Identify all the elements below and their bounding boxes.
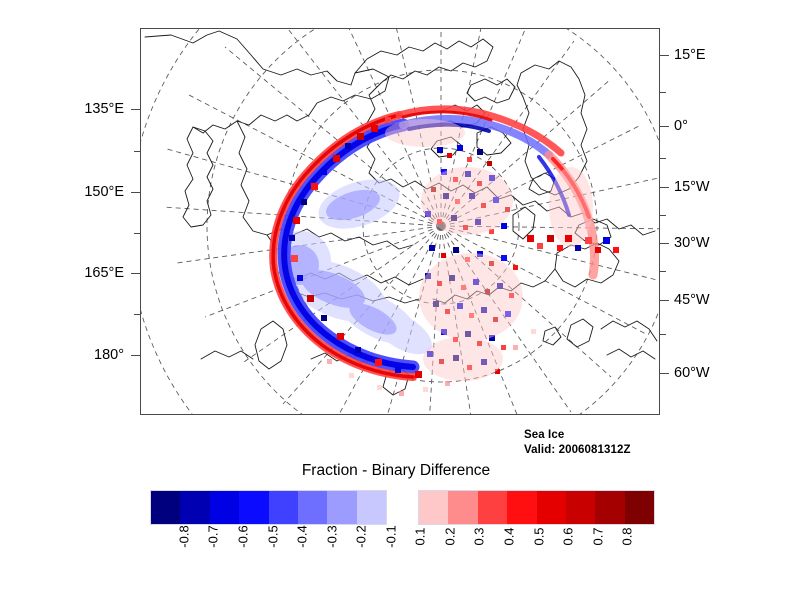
left-minor-tick-0: [134, 151, 140, 153]
colorbar-tick-label: 0.2: [442, 527, 458, 546]
colorbar: [150, 490, 655, 525]
colorbar-tick-label: -0.5: [265, 525, 281, 548]
right-axis-label-1: 0°: [674, 118, 688, 134]
colorbar-cell-pos-3: [507, 491, 537, 524]
left-axis-label-0: 135°E: [84, 101, 124, 117]
colorbar-tick-pos-0: 0.1: [411, 527, 428, 546]
right-axis-label-5: 60°W: [674, 365, 710, 381]
right-minor-tick-0: [660, 92, 666, 94]
colorbar-tick-neg-1: -0.7: [202, 525, 221, 547]
map-plot-frame: [140, 28, 660, 415]
colorbar-tick-label: 0.3: [471, 527, 487, 546]
colorbar-cell-pos-1: [448, 491, 478, 524]
right-axis-label-2: 15°W: [674, 179, 710, 195]
colorbar-cell-pos-2: [477, 491, 508, 524]
colorbar-negative-segments: [150, 490, 387, 525]
sea-ice-difference-field: [269, 105, 619, 396]
colorbar-cell-neg-5: [297, 491, 328, 524]
colorbar-cell-neg-0: [151, 491, 181, 524]
colorbar-tick-pos-1: 0.2: [441, 527, 458, 546]
right-minor-tick-3: [660, 271, 666, 273]
colorbar-tick-label: 0.7: [590, 527, 606, 546]
colorbar-tick-pos-3: 0.4: [500, 527, 517, 546]
colorbar-cell-neg-4: [268, 491, 298, 524]
right-tick-4: [660, 300, 669, 302]
colorbar-tick-pos-2: 0.3: [470, 527, 487, 546]
colorbar-tick-neg-5: -0.3: [321, 525, 339, 547]
speckle-cluster-archipelago: [425, 145, 510, 234]
colorbar-cell-neg-1: [180, 491, 210, 524]
colorbar-tick-neg-3: -0.5: [262, 525, 280, 547]
right-tick-3: [660, 243, 669, 245]
left-tick-1: [131, 192, 140, 194]
colorbar-cell-pos-4: [536, 491, 566, 524]
left-axis-label-2: 165°E: [84, 265, 124, 281]
colorbar-cell-pos-7: [624, 491, 654, 524]
annotation-line-2: Valid: 2006081312Z: [524, 443, 631, 456]
colorbar-tick-label: -0.1: [383, 525, 399, 548]
colorbar-tick-label: -0.3: [324, 525, 340, 548]
colorbar-tick-pos-6: 0.7: [589, 527, 606, 546]
speckle-cluster-lower-right: [425, 245, 518, 374]
right-axis-label-3: 30°W: [674, 235, 710, 251]
colorbar-tick-neg-4: -0.4: [291, 525, 310, 547]
colorbar-cell-neg-2: [209, 491, 240, 524]
right-minor-tick-4: [660, 334, 666, 336]
left-tick-0: [131, 109, 140, 111]
left-minor-tick-2: [134, 314, 140, 316]
left-minor-tick-1: [134, 233, 140, 235]
right-minor-tick-2: [660, 215, 666, 217]
colorbar-tick-label: -0.4: [294, 525, 310, 548]
colorbar-cell-pos-6: [595, 491, 625, 524]
colorbar-tick-labels: -0.8 -0.7 -0.6 -0.5 -0.4 -0.3 -0.2 -0.1 0.1 0.2 0.…: [0, 525, 792, 588]
colorbar-tick-label: -0.8: [176, 525, 192, 548]
colorbar-tick-label: 0.4: [501, 527, 517, 546]
annotation-line-1: Sea Ice: [524, 429, 565, 441]
colorbar-tick-pos-5: 0.6: [559, 527, 576, 546]
colorbar-tick-pos-4: 0.5: [530, 527, 547, 546]
polar-stereographic-map: [141, 29, 659, 414]
right-tick-2: [660, 187, 669, 189]
left-axis-label-3: 180°: [94, 347, 124, 363]
colorbar-cell-neg-7: [356, 491, 386, 524]
colorbar-tick-neg-7: -0.1: [380, 525, 399, 547]
colorbar-title: Fraction - Binary Difference: [301, 462, 491, 479]
colorbar-tick-label: 0.1: [412, 527, 428, 546]
left-tick-2: [131, 273, 140, 275]
colorbar-cell-neg-6: [327, 491, 357, 524]
right-tick-5: [660, 373, 669, 375]
right-axis-label-4: 45°W: [674, 292, 710, 308]
valid-time-annotation: Sea Ice Valid: 2006081312Z: [524, 428, 631, 457]
right-tick-0: [660, 55, 669, 57]
colorbar-positive-segments: [418, 490, 655, 525]
colorbar-tick-label: -0.7: [205, 525, 221, 548]
colorbar-cell-pos-5: [565, 491, 596, 524]
colorbar-cell-pos-0: [419, 491, 449, 524]
colorbar-tick-label: -0.6: [235, 525, 251, 548]
colorbar-tick-label: 0.8: [619, 527, 635, 546]
right-minor-tick-1: [660, 158, 666, 160]
colorbar-cell-neg-3: [239, 491, 269, 524]
colorbar-tick-neg-6: -0.2: [350, 525, 369, 547]
colorbar-tick-neg-0: -0.8: [173, 525, 191, 547]
colorbar-tick-label: -0.2: [354, 525, 370, 548]
left-axis-label-1: 150°E: [84, 184, 124, 200]
left-tick-3: [131, 355, 140, 357]
right-axis-label-0: 15°E: [674, 47, 706, 63]
right-tick-1: [660, 126, 669, 128]
colorbar-tick-label: 0.5: [531, 527, 547, 546]
colorbar-tick-pos-7: 0.8: [618, 527, 635, 546]
colorbar-tick-label: 0.6: [560, 527, 576, 546]
colorbar-tick-neg-2: -0.6: [232, 525, 251, 547]
